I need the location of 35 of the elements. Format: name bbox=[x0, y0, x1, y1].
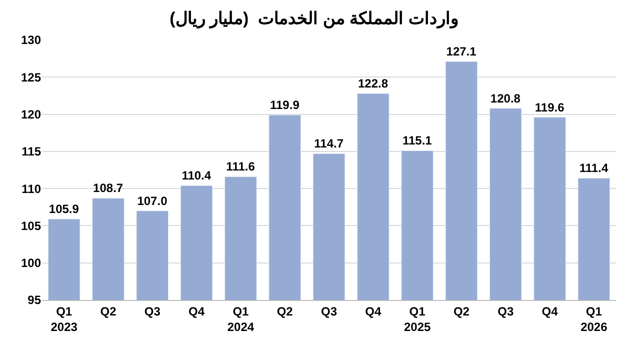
x-tick-label: Q3 bbox=[144, 304, 161, 318]
x-tick-label: Q1 2026 bbox=[580, 304, 608, 334]
y-tick-label: 110 bbox=[22, 182, 42, 196]
x-tick-label: Q1 2025 bbox=[404, 304, 431, 334]
data-label: 107.0 bbox=[137, 194, 168, 208]
x-tick-label: Q3 bbox=[320, 304, 338, 318]
x-tick-label: Q4 bbox=[188, 304, 205, 318]
data-label: 111.4 bbox=[579, 161, 608, 176]
x-tick-label: Q1 2024 bbox=[227, 304, 254, 334]
x-tick-label: Q2 bbox=[100, 304, 117, 318]
y-tick-label: 95 bbox=[28, 293, 42, 308]
x-tick-label: Q4 bbox=[365, 304, 382, 318]
y-tick-label: 105 bbox=[20, 218, 42, 233]
data-label: 110.4 bbox=[182, 168, 212, 183]
data-label: 114.7 bbox=[314, 136, 344, 151]
y-tick-label: 100 bbox=[20, 256, 42, 270]
data-label: 119.6 bbox=[534, 100, 565, 114]
y-tick-label: 130 bbox=[20, 33, 42, 48]
y-tick-label: 115 bbox=[22, 144, 42, 159]
x-tick-label: Q3 bbox=[498, 304, 514, 318]
x-tick-label: Q1 2023 bbox=[50, 304, 78, 334]
x-tick-label: Q2 bbox=[453, 304, 470, 318]
data-label: 115.1 bbox=[402, 134, 432, 148]
data-label: 111.6 bbox=[226, 160, 256, 174]
y-tick-label: 125 bbox=[20, 70, 42, 84]
x-tick-label: Q4 bbox=[542, 304, 558, 318]
data-label: 127.1 bbox=[446, 44, 477, 59]
y-tick-label: 120 bbox=[20, 107, 42, 122]
data-label: 120.8 bbox=[490, 91, 521, 106]
data-label: 105.9 bbox=[48, 202, 80, 216]
data-label: 119.9 bbox=[270, 98, 300, 112]
x-tick-label: Q2 bbox=[276, 304, 294, 318]
chart-title: واردات المملكة من الخدمات (مليار ريال) bbox=[170, 9, 458, 30]
data-label: 108.7 bbox=[93, 181, 124, 196]
data-label: 122.8 bbox=[358, 76, 388, 90]
